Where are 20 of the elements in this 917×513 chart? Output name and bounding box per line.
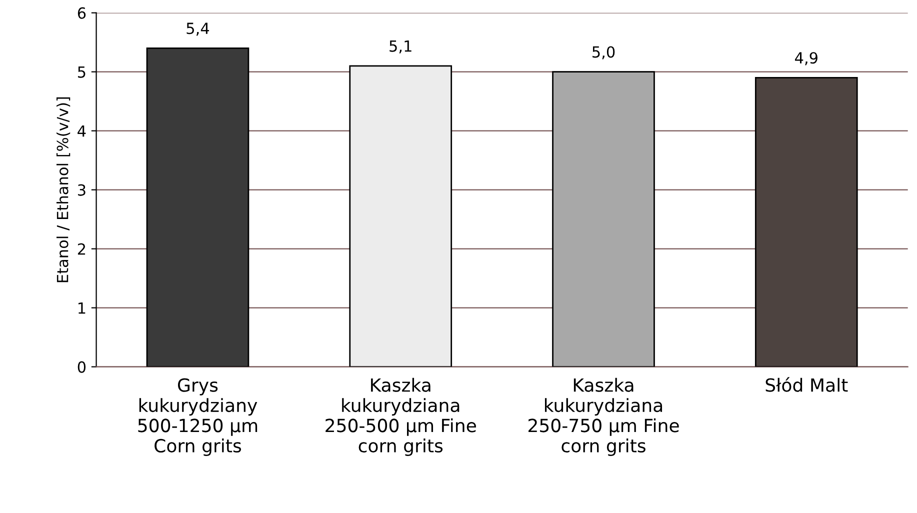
x-tick-label: Kaszka kukurydziana 250-500 µm Fine corn grits — [326, 378, 476, 456]
y-tick-label: 5 — [78, 66, 86, 78]
x-tick-label: Kaszka kukurydziana 250-750 µm Fine corn grits — [528, 378, 679, 456]
data-label: 4,9 — [794, 52, 818, 66]
x-tick-label: Słód Malt — [766, 377, 848, 392]
y-tick-label: 6 — [78, 7, 86, 19]
data-label: 5,1 — [390, 40, 412, 54]
y-axis-title: Etanol / Ethanol [%(v/v)] — [56, 97, 70, 282]
y-tick-label: 3 — [78, 184, 86, 196]
y-tick-label: 2 — [78, 243, 86, 255]
bar — [754, 77, 858, 367]
bar — [552, 71, 655, 367]
x-tick-label: Grys kukurydziany 500-1250 µm Corn grits — [138, 378, 258, 456]
bar — [146, 48, 250, 367]
data-label: 5,4 — [186, 22, 210, 36]
data-label: 5,0 — [592, 46, 615, 60]
bar — [349, 65, 452, 367]
y-tick-label: 4 — [78, 125, 86, 137]
y-tick-label: 0 — [78, 361, 86, 373]
y-tick-label: 1 — [78, 302, 86, 314]
